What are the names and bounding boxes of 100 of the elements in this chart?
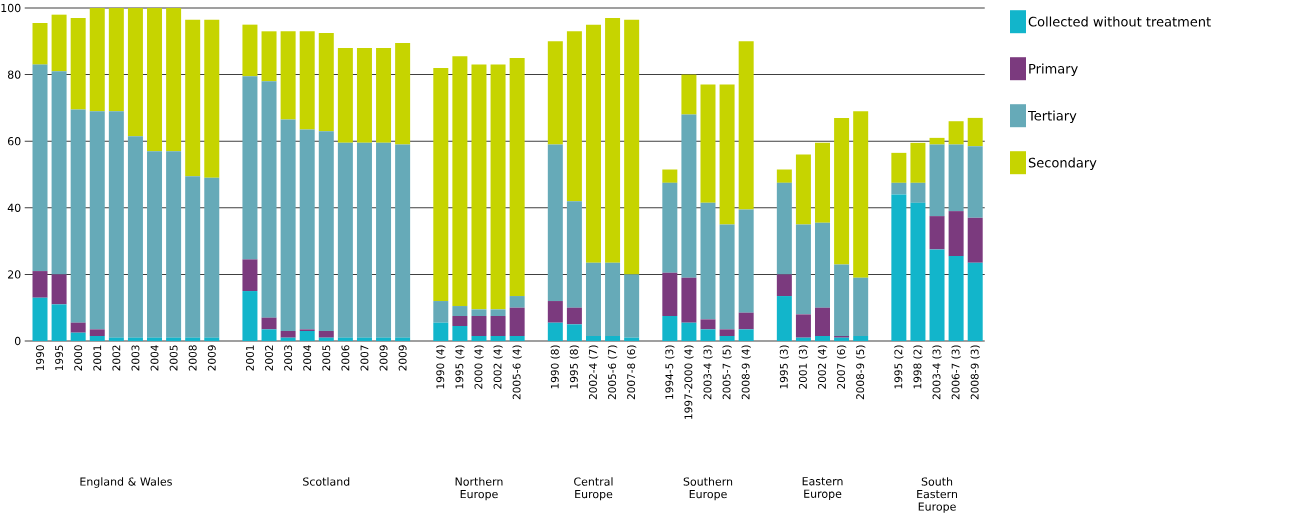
- bar: [490, 336, 506, 341]
- bar: [147, 151, 163, 338]
- bar: [700, 319, 716, 330]
- x-tick-label: 1994-5 (3): [665, 345, 675, 399]
- x-tick-label: 2006-7 (3): [951, 345, 961, 400]
- bar: [700, 329, 716, 341]
- bar: [51, 274, 67, 305]
- x-tick-label: 2005-7 (5): [722, 345, 732, 400]
- bar: [299, 31, 315, 130]
- y-tick-label: 80: [7, 70, 21, 79]
- legend-label: Tertiary: [1027, 110, 1077, 124]
- bar: [32, 22, 48, 65]
- bar: [204, 177, 220, 338]
- x-tick-label: 1997-2000 (4): [684, 345, 694, 419]
- text: England & Wales: [80, 477, 172, 488]
- x-tick-label: 2003: [284, 345, 293, 371]
- bar: [566, 31, 582, 202]
- bar: [395, 144, 411, 338]
- y-tick-label: 0: [14, 336, 21, 346]
- x-tick-label: 1990 (4): [436, 345, 446, 389]
- x-tick-label: 2000 (4): [474, 345, 484, 389]
- bar: [547, 322, 563, 341]
- x-tick-label: 1990 (8): [550, 345, 560, 389]
- bar: [51, 14, 67, 72]
- bar: [795, 337, 811, 341]
- x-tick-label: 2001: [245, 345, 254, 371]
- bar: [337, 337, 353, 341]
- bar: [471, 336, 487, 341]
- x-tick-label: 2001: [93, 345, 102, 371]
- bar: [662, 169, 678, 183]
- bar: [815, 307, 831, 337]
- x-tick-label: 2005: [169, 345, 178, 371]
- bar: [853, 277, 869, 337]
- bar: [681, 74, 697, 115]
- bar: [108, 111, 124, 338]
- bar: [490, 309, 506, 317]
- bar: [89, 336, 105, 341]
- bar: [815, 336, 831, 341]
- bar: [376, 142, 392, 338]
- x-tick-label: 2002 (4): [493, 345, 503, 389]
- bar: [585, 336, 601, 341]
- bar: [356, 337, 372, 341]
- bar: [242, 291, 258, 341]
- bar: [166, 8, 182, 152]
- y-tick-label: 20: [8, 270, 21, 279]
- x-tick-label: 1998 (2): [913, 345, 923, 389]
- bar: [89, 329, 105, 337]
- x-tick-label: 2000: [74, 345, 83, 371]
- x-tick-label: 1995 (3): [779, 345, 790, 389]
- text: Central Europe: [574, 477, 613, 501]
- bar: [738, 209, 754, 313]
- bar: [490, 64, 506, 310]
- bar: [719, 336, 735, 341]
- bar: [452, 316, 468, 327]
- bar: [547, 41, 563, 145]
- bar: [624, 337, 640, 341]
- legend-label: Collected without treatment: [1028, 16, 1211, 27]
- bar: [471, 316, 487, 337]
- bar: [185, 176, 201, 338]
- bar: [51, 304, 67, 341]
- x-tick-label: 2002: [112, 345, 121, 371]
- bar: [108, 337, 124, 341]
- bar: [70, 322, 86, 333]
- bar: [948, 211, 964, 257]
- legend-label: Secondary: [1028, 157, 1097, 171]
- bar: [395, 42, 411, 145]
- bar: [681, 322, 697, 341]
- bar: [967, 262, 983, 341]
- bar: [681, 114, 697, 278]
- x-tick-label: 2005-6 (7): [607, 345, 618, 400]
- bar: [967, 146, 983, 218]
- bar: [433, 67, 449, 302]
- bar: [108, 8, 124, 112]
- bar: [547, 144, 563, 302]
- bar: [395, 337, 411, 341]
- x-tick-label: 2007-8 (6): [626, 345, 637, 400]
- bar: [662, 272, 678, 317]
- x-tick-label: 2009: [379, 345, 388, 371]
- bar: [89, 111, 105, 330]
- bar: [605, 17, 621, 263]
- bar: [356, 142, 372, 338]
- bar: [776, 274, 792, 297]
- y-tick-label: 100: [1, 3, 21, 13]
- bar: [204, 19, 220, 178]
- y-tick-label: 60: [7, 137, 21, 146]
- bar: [910, 202, 926, 341]
- bar: [815, 222, 831, 308]
- bar: [624, 19, 640, 275]
- bar: [318, 331, 334, 338]
- bar: [299, 331, 315, 341]
- bar: [605, 336, 621, 341]
- x-tick-label: 2009: [398, 345, 407, 371]
- bar: [910, 182, 926, 203]
- x-tick-label: 1995: [55, 345, 64, 371]
- bar: [280, 337, 296, 341]
- bar: [738, 329, 754, 341]
- bar: [185, 19, 201, 177]
- bar: [509, 336, 525, 341]
- bar: [280, 331, 296, 338]
- bar: [624, 274, 640, 338]
